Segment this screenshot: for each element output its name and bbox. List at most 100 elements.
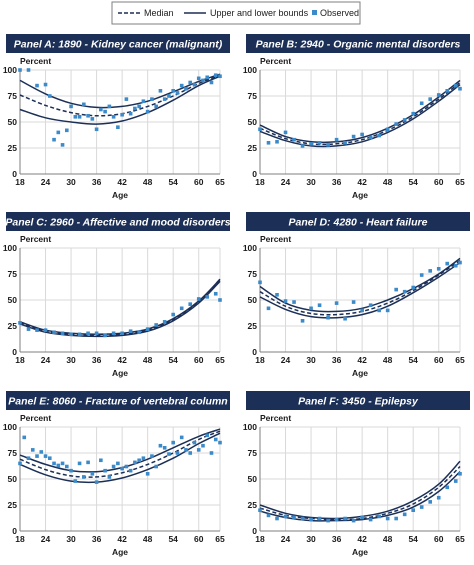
- legend: Median Upper and lower bounds Observed: [111, 1, 361, 25]
- x-tick-label: 48: [143, 177, 153, 187]
- observed-point: [266, 513, 271, 518]
- observed-point: [150, 97, 154, 101]
- observed-point: [351, 134, 356, 139]
- x-tick-label: 24: [281, 177, 291, 187]
- observed-point: [103, 109, 107, 114]
- observed-point: [275, 293, 279, 297]
- x-tick-label: 65: [455, 534, 465, 544]
- y-tick-label: 100: [3, 243, 17, 253]
- y-axis-label: Percent: [260, 413, 291, 423]
- panel-title: Panel C: 2960 - Affective and mood disor…: [5, 217, 230, 229]
- observed-point: [192, 82, 197, 87]
- median-line: [259, 259, 461, 316]
- x-tick-label: 24: [41, 177, 51, 187]
- y-tick-label: 0: [12, 347, 17, 357]
- chart-panel-5: Panel F: 3450 - Epilepsy Percent 0 25 50 75 10…: [243, 391, 470, 557]
- chart-panel-4: Panel E: 8060 - Fracture of vertebral co…: [3, 391, 230, 557]
- observed-point: [137, 104, 141, 109]
- observed-point: [60, 143, 65, 147]
- observed-point: [377, 514, 381, 519]
- observed-point: [283, 130, 288, 135]
- panel-title: Panel B: 2940 - Organic mental disorders: [256, 39, 461, 51]
- bound-line: [259, 261, 461, 319]
- panel-title-bar: [246, 212, 470, 231]
- y-tick-label: 50: [8, 295, 18, 305]
- observed-point: [196, 76, 201, 81]
- observed-point: [218, 74, 222, 79]
- observed-point: [317, 516, 322, 521]
- observed-point: [300, 319, 305, 323]
- y-tick-label: 25: [248, 321, 258, 331]
- observed-point: [43, 328, 48, 332]
- observed-point: [137, 330, 141, 335]
- bound-line: [19, 432, 221, 484]
- y-tick-label: 75: [8, 448, 18, 458]
- x-tick-label: 18: [255, 177, 265, 187]
- y-axis-label: Percent: [20, 56, 51, 66]
- observed-point: [402, 118, 407, 122]
- observed-point: [99, 458, 103, 463]
- panel-title: Panel E: 8060 - Fracture of vertebral co…: [8, 396, 227, 408]
- x-tick-label: 42: [357, 534, 367, 544]
- observed-point: [458, 472, 462, 476]
- x-tick-label: 65: [455, 355, 465, 365]
- observed-point: [94, 480, 99, 484]
- x-tick-label: 36: [332, 534, 342, 544]
- observed-point: [124, 464, 129, 469]
- observed-point: [283, 514, 288, 519]
- observed-point: [445, 89, 450, 93]
- x-tick-label: 24: [41, 355, 51, 365]
- observed-point: [385, 516, 390, 521]
- x-tick-label: 54: [408, 177, 418, 187]
- x-tick-label: 30: [306, 177, 316, 187]
- observed-point: [43, 82, 48, 87]
- observed-point: [266, 141, 271, 145]
- observed-point: [145, 327, 150, 331]
- observed-point: [317, 141, 322, 145]
- observed-point: [196, 297, 201, 301]
- observed-point: [52, 461, 56, 466]
- bound-line: [19, 428, 221, 473]
- y-tick-label: 25: [8, 500, 18, 510]
- observed-point: [86, 331, 90, 336]
- y-tick-label: 75: [248, 448, 258, 458]
- observed-point: [201, 78, 205, 83]
- observed-point: [309, 517, 313, 522]
- x-tick-label: 54: [408, 355, 418, 365]
- observed-point: [309, 306, 313, 311]
- y-tick-label: 50: [8, 117, 18, 127]
- x-tick-label: 30: [306, 534, 316, 544]
- observed-point: [73, 115, 78, 119]
- observed-point: [77, 461, 82, 466]
- observed-point: [18, 461, 22, 466]
- observed-point: [258, 508, 262, 512]
- observed-point: [368, 135, 373, 140]
- x-tick-label: 30: [66, 355, 76, 365]
- observed-point: [428, 500, 433, 504]
- panel-title: Panel A: 1890 - Kidney cancer (malignant…: [14, 39, 223, 51]
- y-tick-label: 100: [243, 243, 257, 253]
- observed-point: [167, 94, 171, 98]
- observed-point: [116, 125, 120, 129]
- observed-point: [26, 68, 31, 72]
- observed-point: [158, 443, 163, 448]
- observed-point: [213, 291, 218, 296]
- observed-point: [18, 321, 22, 325]
- observed-point: [133, 106, 137, 111]
- observed-point: [188, 451, 193, 455]
- observed-point: [334, 517, 339, 522]
- observed-point: [141, 456, 146, 460]
- observed-point: [205, 433, 210, 438]
- observed-point: [158, 89, 163, 93]
- chart-panel-3: Panel D: 4280 - Heart failure Percent 0 25 5…: [243, 212, 470, 378]
- observed-point: [309, 142, 313, 146]
- observed-point: [107, 475, 112, 479]
- observed-point: [326, 143, 330, 147]
- observed-point: [69, 104, 73, 109]
- panel-title-bar: [6, 34, 230, 53]
- chart-panel-2: Panel C: 2960 - Affective and mood disor…: [3, 212, 231, 378]
- observed-point: [213, 73, 218, 77]
- x-tick-label: 36: [332, 355, 342, 365]
- observed-point: [56, 463, 61, 468]
- bound-line: [259, 257, 461, 313]
